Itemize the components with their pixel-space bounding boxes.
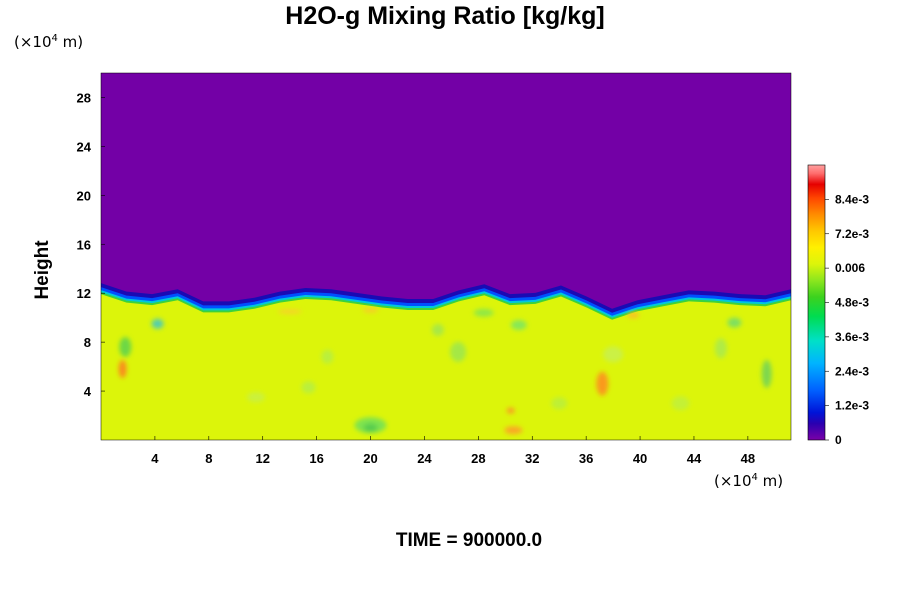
x-tick-label: 8	[205, 451, 212, 466]
moist-layer	[101, 294, 791, 440]
moisture-feature	[362, 308, 379, 313]
moisture-feature	[277, 309, 302, 314]
colorbar: 8.4e-3 7.2e-3 0.006 4.8e-3 3.6e-3 2.4e-3 1.2e-…	[807, 164, 869, 447]
colorbar-label: 1.2e-3	[835, 399, 869, 413]
moisture-feature	[714, 338, 727, 359]
moisture-feature	[321, 349, 334, 364]
moisture-feature	[118, 360, 127, 378]
x-tick-label: 36	[579, 451, 593, 466]
y-tick-label: 20	[77, 188, 91, 203]
moisture-feature	[596, 371, 609, 396]
moisture-feature	[506, 407, 515, 414]
colorbar-label: 0.006	[835, 261, 865, 275]
moisture-feature	[363, 423, 378, 432]
plot-area	[101, 73, 791, 440]
moisture-feature	[761, 359, 772, 388]
moisture-feature	[151, 318, 164, 329]
y-tick-label: 8	[84, 335, 91, 350]
x-axis-ticks: 4 8 12 16 20 24 28 32 36 40 44 48	[151, 436, 755, 466]
moisture-feature	[473, 308, 494, 317]
colorbar-gradient	[807, 164, 826, 441]
moisture-feature	[504, 426, 523, 435]
x-tick-label: 16	[309, 451, 323, 466]
plot-frame	[100, 72, 792, 441]
colorbar-label: 2.4e-3	[835, 364, 869, 378]
colorbar-label: 4.8e-3	[835, 296, 869, 310]
y-tick-label: 28	[77, 90, 91, 105]
x-tick-label: 32	[525, 451, 539, 466]
time-label: TIME = 900000.0	[395, 530, 543, 551]
y-tick-label: 12	[77, 286, 91, 301]
x-tick-label: 12	[255, 451, 269, 466]
x-tick-label: 24	[417, 451, 432, 466]
moisture-feature	[431, 323, 444, 336]
moisture-feature	[301, 381, 316, 394]
x-tick-label: 44	[687, 451, 702, 466]
colorbar-label: 8.4e-3	[835, 192, 869, 206]
moisture-feature	[551, 397, 568, 410]
moisture-features	[118, 308, 772, 435]
x-tick-label: 28	[471, 451, 485, 466]
y-axis-unit: (×104 m)	[14, 33, 84, 51]
x-axis-unit: (×104 m)	[714, 472, 784, 490]
moisture-feature	[603, 346, 624, 363]
moisture-feature	[727, 317, 742, 328]
x-tick-label: 48	[741, 451, 755, 466]
y-axis-ticks: 4 8 12 16 20 24 28	[77, 90, 105, 399]
moisture-feature	[119, 337, 132, 357]
moisture-feature	[510, 320, 527, 330]
moisture-feature	[627, 312, 640, 319]
moist-layer-group	[101, 283, 791, 440]
y-tick-label: 24	[77, 139, 92, 154]
chart-title: H2O-g Mixing Ratio [kg/kg]	[285, 2, 605, 30]
x-tick-label: 4	[151, 451, 159, 466]
moisture-feature	[671, 396, 690, 411]
x-tick-label: 20	[363, 451, 377, 466]
colorbar-label: 7.2e-3	[835, 227, 869, 241]
moisture-feature	[450, 341, 467, 362]
colorbar-label: 0	[835, 433, 842, 447]
x-tick-label: 40	[633, 451, 647, 466]
y-tick-label: 4	[84, 384, 92, 399]
y-tick-label: 16	[77, 237, 91, 252]
moisture-feature	[247, 392, 265, 403]
colorbar-label: 3.6e-3	[835, 330, 869, 344]
